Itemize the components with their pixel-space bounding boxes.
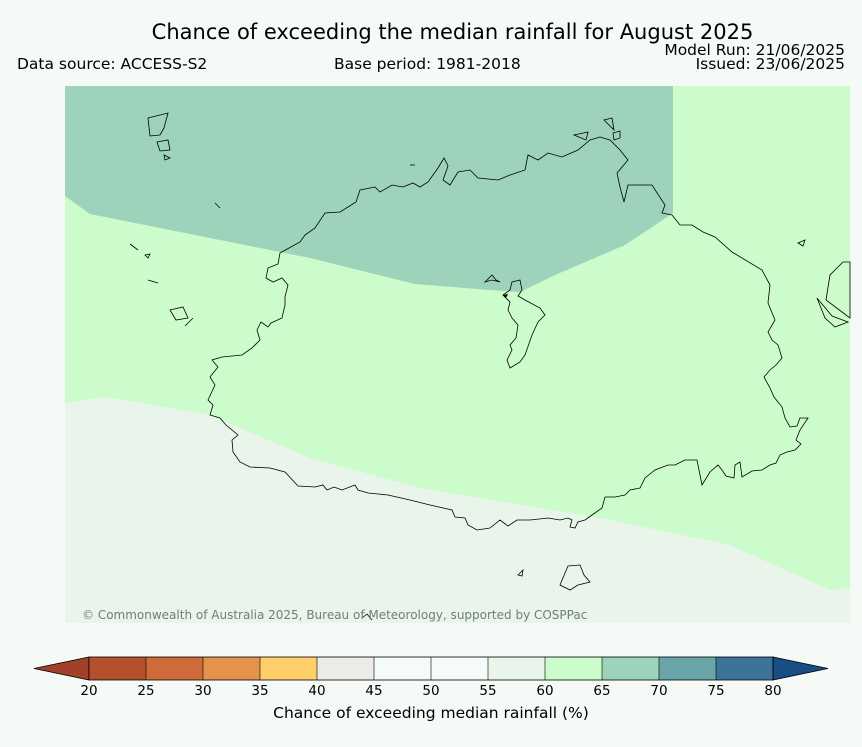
base-period-label: Base period: 1981-2018 xyxy=(334,55,521,73)
e-island-1 xyxy=(825,261,851,319)
model-run-label: Model Run: 21/06/2025 xyxy=(664,41,845,59)
e-island-2 xyxy=(816,297,850,328)
ne-island-2 xyxy=(603,117,615,132)
colorbar-label: Chance of exceeding median rainfall (%) xyxy=(273,704,589,722)
small-islet-1 xyxy=(483,274,501,283)
colorbar-tick-label: 35 xyxy=(251,683,269,699)
data-source-label: Data source: ACCESS-S2 xyxy=(17,55,208,73)
issued-label: Issued: 23/06/2025 xyxy=(695,55,845,73)
colorbar-segment xyxy=(317,657,374,680)
colorbar-segment xyxy=(659,657,716,680)
colorbar-tick-label: 40 xyxy=(308,683,326,699)
colorbar-tick-label: 60 xyxy=(536,683,554,699)
copyright-notice: © Commonwealth of Australia 2025, Bureau… xyxy=(82,608,588,622)
central-lake-coast xyxy=(502,279,546,369)
colorbar-segment xyxy=(260,657,317,680)
colorbar-segment xyxy=(602,657,659,680)
colorbar-segment xyxy=(203,657,260,680)
colorbar-tick-label: 30 xyxy=(194,683,212,699)
colorbar-segment xyxy=(431,657,488,680)
colorbar-tick-label: 55 xyxy=(479,683,497,699)
lake-edge-mark xyxy=(503,294,508,298)
colorbar-segment xyxy=(89,657,146,680)
colorbar-segment xyxy=(545,657,602,680)
colorbar-extend-high xyxy=(772,656,829,681)
map-title: Chance of exceeding the median rainfall … xyxy=(151,20,754,44)
colorbar-tick-label: 80 xyxy=(764,683,782,699)
colorbar-segment xyxy=(716,657,773,680)
colorbar-segment xyxy=(488,657,545,680)
nw-island-2 xyxy=(156,139,171,152)
s-island-1 xyxy=(517,568,524,577)
nw-island-3 xyxy=(163,154,171,161)
w-island-1 xyxy=(169,306,189,321)
colorbar-tick-label: 25 xyxy=(137,683,155,699)
w-islet-1 xyxy=(184,317,194,327)
e-islet-1 xyxy=(797,239,806,247)
nw-island-1 xyxy=(147,112,169,137)
nw-islet-4 xyxy=(147,279,159,284)
colorbar-extend-low xyxy=(33,656,90,681)
colorbar-tick-label: 45 xyxy=(365,683,383,699)
colorbar-segment xyxy=(146,657,203,680)
colorbar-segment xyxy=(374,657,431,680)
nw-islet-2 xyxy=(129,243,139,251)
colorbar-tick-label: 70 xyxy=(650,683,668,699)
colorbar-tick-label: 75 xyxy=(707,683,725,699)
colorbar-tick-label: 20 xyxy=(80,683,98,699)
s-islet-1 xyxy=(361,613,373,621)
ne-island-3 xyxy=(612,130,621,141)
nw-islet-3 xyxy=(144,253,151,259)
main-island-coast xyxy=(207,136,809,531)
coastline xyxy=(129,112,851,621)
s-island-2 xyxy=(559,564,591,591)
colorbar-tick-label: 65 xyxy=(593,683,611,699)
lake-fill xyxy=(503,294,508,298)
colorbar-tick-label: 50 xyxy=(422,683,440,699)
nw-islet-1 xyxy=(214,202,221,209)
zone-65-70 xyxy=(65,86,673,292)
ne-island-1 xyxy=(572,131,589,141)
